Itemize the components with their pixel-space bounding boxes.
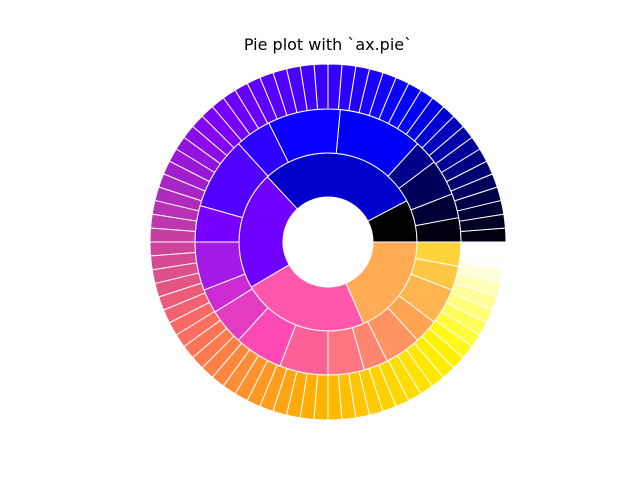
middle-ring <box>194 108 462 376</box>
inner-ring <box>238 152 418 332</box>
outer-ring-wedge-80 <box>460 241 507 257</box>
chart-title: Pie plot with `ax.pie` <box>244 35 412 54</box>
outer-ring <box>149 63 507 421</box>
